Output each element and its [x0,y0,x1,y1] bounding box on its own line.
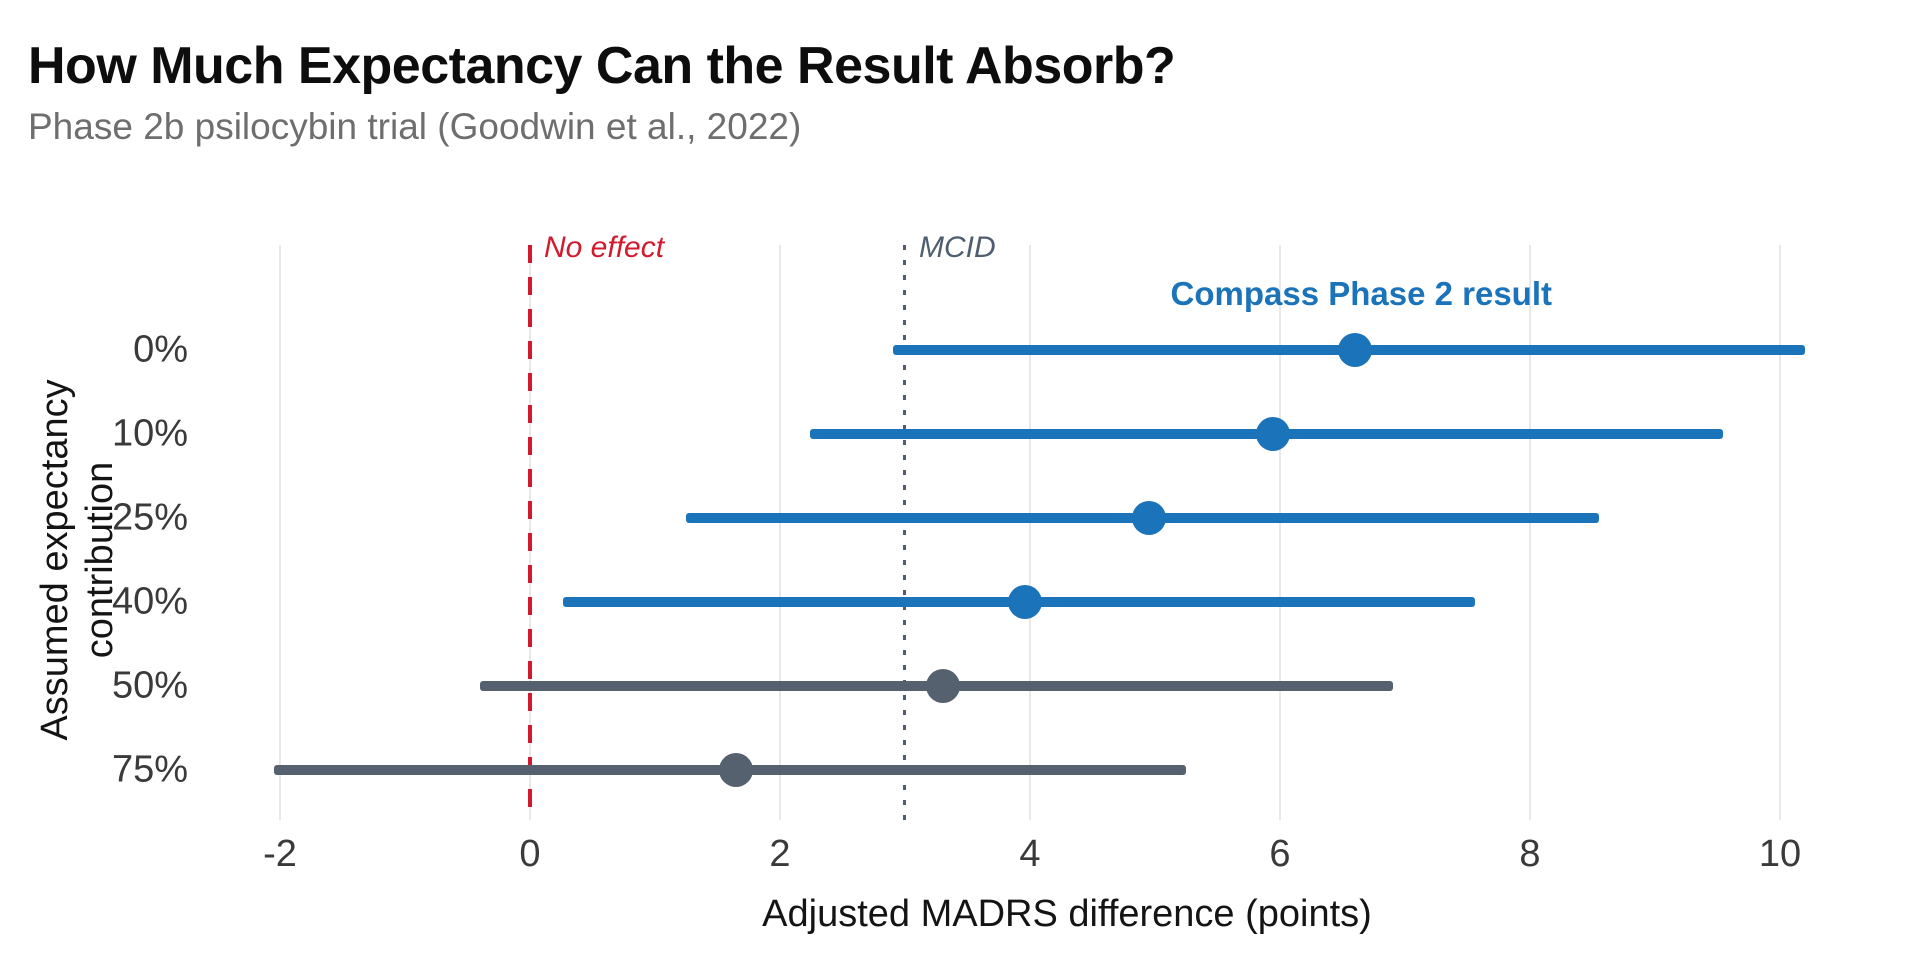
estimate-dot-10% [1255,417,1290,451]
x-tick-label-6: 6 [1269,833,1291,875]
x-tick-label--2: -2 [263,833,297,875]
reference-label-no-effect: No effect [544,231,665,264]
y-tick-label-25%: 25% [111,496,188,539]
gridline-x-10 [1779,245,1781,820]
x-tick-label-0: 0 [519,833,541,875]
annotation-compass-result: Compass Phase 2 result [1170,275,1553,312]
reference-label-mcid: MCID [919,231,996,264]
page-title: How Much Expectancy Can the Result Absor… [28,37,1176,95]
gridline-x-2 [779,245,781,820]
estimate-dot-25% [1131,501,1166,535]
x-tick-label-8: 8 [1519,833,1541,875]
page-subtitle: Phase 2b psilocybin trial (Goodwin et al… [28,106,802,147]
gridline-x-8 [1529,245,1531,820]
reference-line-mcid [903,245,906,820]
gridline-x-6 [1279,245,1281,820]
x-tick-label-10: 10 [1758,833,1802,875]
y-axis-title: Assumed expectancy contribution [33,379,123,740]
estimate-dot-50% [925,669,960,703]
plot-area: No effect MCID Compass Phase 2 result [230,231,1905,820]
y-tick-label-10%: 10% [111,412,188,455]
y-tick-label-40%: 40% [111,580,188,623]
x-axis-title: Adjusted MADRS difference (points) [762,893,1372,935]
gridline-x--2 [279,245,281,820]
estimate-dot-40% [1008,585,1042,619]
y-tick-label-0%: 0% [133,328,188,371]
gridline-x-4 [1029,245,1031,820]
estimate-dot-75% [719,753,754,787]
estimate-dot-0% [1338,333,1372,367]
x-tick-label-4: 4 [1019,833,1041,875]
y-axis-title-line: Assumed expectancy [34,379,77,741]
y-axis-title-line: contribution [79,461,121,659]
x-tick-label-2: 2 [769,833,791,875]
y-tick-label-50%: 50% [111,664,188,707]
reference-line-no-effect [528,245,532,820]
y-tick-label-75%: 75% [111,748,188,791]
